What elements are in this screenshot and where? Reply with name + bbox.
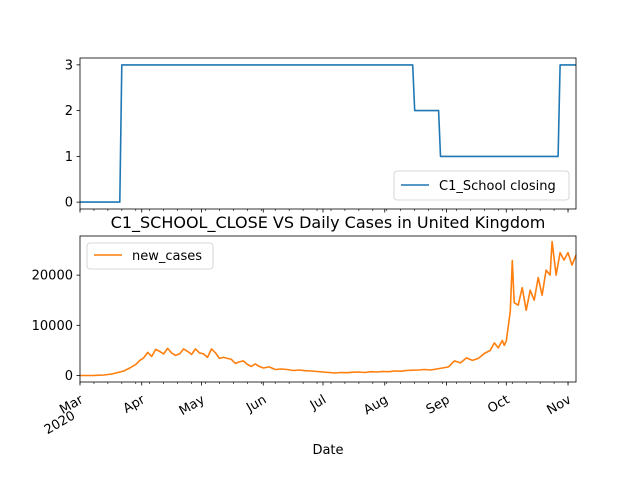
x-tick-label: Sep — [424, 392, 453, 417]
y-tick-label: 1 — [65, 150, 73, 165]
x-tick-year-label: 2020 — [42, 408, 78, 438]
x-tick-label: Oct — [485, 392, 512, 416]
y-tick-label: 3 — [65, 58, 73, 73]
new-cases-line — [79, 240, 577, 377]
x-tick-label: Nov — [545, 392, 575, 418]
x-axis-label: Date — [312, 443, 343, 458]
school-closing-line — [80, 64, 576, 203]
y-tick-label: 0 — [65, 369, 73, 384]
x-tick-label: Jun — [243, 392, 269, 416]
y-tick-label: 0 — [65, 196, 73, 211]
bottom-legend-label: new_cases — [132, 249, 202, 264]
x-tick-label: Jul — [307, 392, 329, 413]
top-subplot: 0 1 2 3 C1_School closing — [65, 57, 577, 213]
x-tick-label: Apr — [121, 392, 149, 417]
bottom-subplot: 0 10000 20000 new_cases — [32, 235, 577, 386]
y-tick-label: 20000 — [32, 269, 73, 284]
bottom-legend: new_cases — [86, 242, 214, 270]
x-tick-label: Aug — [361, 392, 390, 418]
top-plot-frame — [79, 57, 577, 210]
y-tick-label: 10000 — [32, 319, 73, 334]
bottom-plot-frame — [79, 235, 577, 383]
x-tick-label: May — [177, 392, 208, 419]
top-legend-box — [393, 170, 570, 201]
y-tick-label: 2 — [65, 104, 73, 119]
bottom-chart-title: C1_SCHOOL_CLOSE VS Daily Cases in United… — [111, 213, 546, 233]
top-legend-label: C1_School closing — [439, 179, 556, 194]
bottom-legend-box — [86, 242, 214, 270]
top-legend: C1_School closing — [393, 170, 570, 201]
